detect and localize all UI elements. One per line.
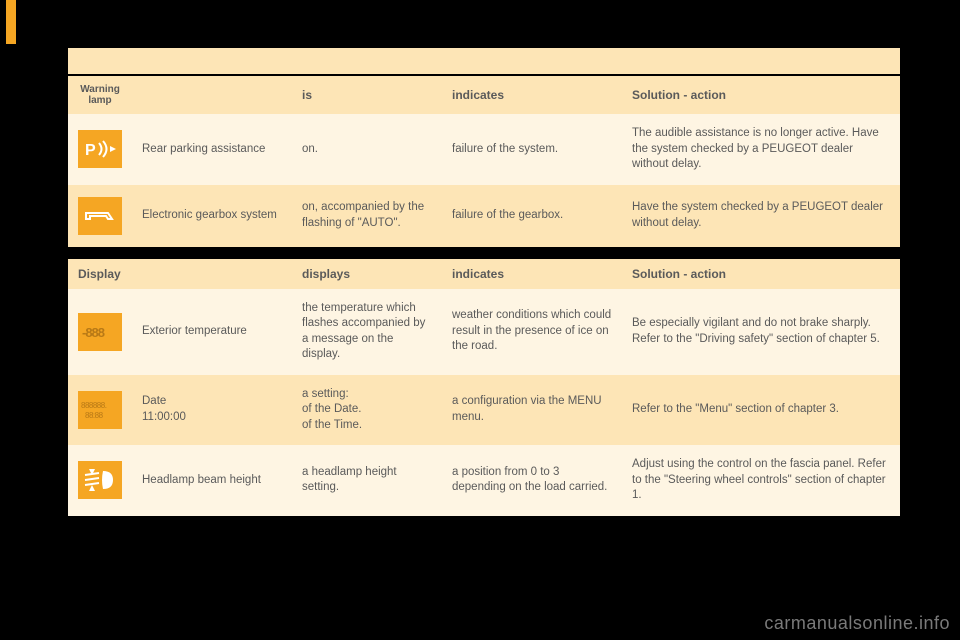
svg-text:888888.: 888888. [81,401,107,410]
row-indicates: a configuration via the MENU menu. [442,375,622,446]
header-is: is [292,76,442,114]
row-is: on, accompanied by the flashing of "AUTO… [292,185,442,247]
clock-icon: 888888. 88:88 [78,391,122,429]
table-row: Electronic gearbox system on, accompanie… [68,185,900,247]
header-warning-lamp: Warning lamp [68,76,132,114]
header-solution2: Solution - action [622,259,900,289]
header-displays: displays [292,259,442,289]
svg-text:P: P [85,142,96,159]
header-blank2 [132,259,292,289]
header-solution: Solution - action [622,76,900,114]
table-row: -888 Exterior temperature the temperatur… [68,289,900,375]
row-displays: a setting: of the Date. of the Time. [292,375,442,446]
gearbox-icon [78,197,122,235]
row-desc: Rear parking assistance [132,114,292,185]
table-row: P Rear parking assistance on. failure of… [68,114,900,185]
row-indicates: a position from 0 to 3 depending on the … [442,445,622,516]
row-displays: the temperature which flashes accompanie… [292,289,442,375]
row-solution: Have the system checked by a PEUGEOT dea… [622,185,900,247]
top-band [68,48,900,76]
headlamp-icon [78,461,122,499]
row-desc: Headlamp beam height [132,445,292,516]
table1-header-row: Warning lamp is indicates Solution - act… [68,76,900,114]
svg-text:-888: -888 [82,325,105,340]
header-indicates: indicates [442,76,622,114]
temp-icon: -888 [78,313,122,351]
table-row: 888888. 88:88 Date 11:00:00 a setting: o… [68,375,900,446]
header-blank [132,76,292,114]
row-indicates: failure of the system. [442,114,622,185]
watermark: carmanualsonline.info [764,613,950,634]
row-is: on. [292,114,442,185]
accent-bar [6,0,16,44]
row-indicates: weather conditions which could result in… [442,289,622,375]
row-solution: Refer to the "Menu" section of chapter 3… [622,375,900,446]
displays-line: of the Time. [302,419,362,431]
row-indicates: failure of the gearbox. [442,185,622,247]
displays-line: a setting: [302,388,349,400]
displays-line: of the Date. [302,403,361,415]
row-desc: Exterior temperature [132,289,292,375]
time-label: 11:00:00 [142,411,186,423]
svg-text:88:88: 88:88 [85,411,104,420]
parking-sensor-icon: P [78,130,122,168]
row-desc: Electronic gearbox system [132,185,292,247]
row-desc: Date 11:00:00 [132,375,292,446]
row-solution: Be especially vigilant and do not brake … [622,289,900,375]
header-display: Display [68,259,132,289]
row-displays: a headlamp height setting. [292,445,442,516]
header-indicates2: indicates [442,259,622,289]
warning-lamp-table: Warning lamp is indicates Solution - act… [68,76,900,516]
row-solution: Adjust using the control on the fascia p… [622,445,900,516]
date-label: Date [142,395,166,407]
tables-container: Warning lamp is indicates Solution - act… [68,48,900,516]
table-row: Headlamp beam height a headlamp height s… [68,445,900,516]
table2-header-row: Display displays indicates Solution - ac… [68,259,900,289]
row-solution: The audible assistance is no longer acti… [622,114,900,185]
gap-row [68,247,900,259]
